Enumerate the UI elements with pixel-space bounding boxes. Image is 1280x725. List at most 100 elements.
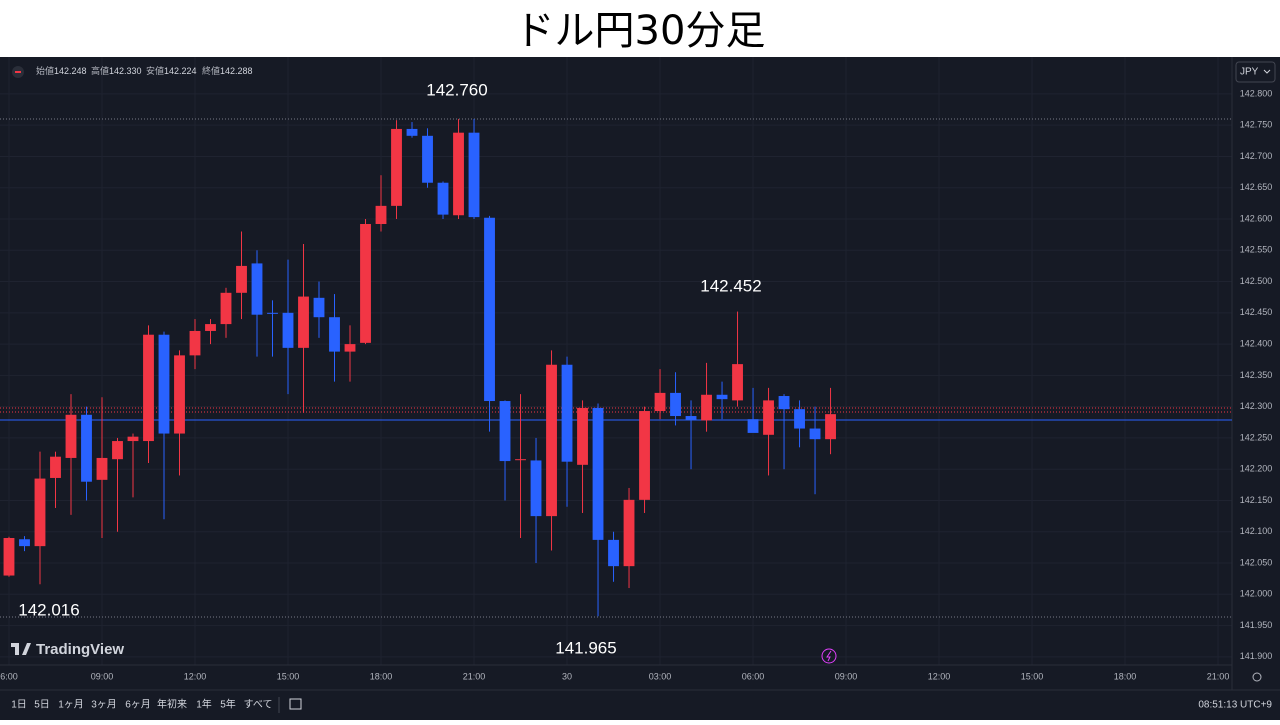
candle-body <box>763 400 774 435</box>
x-tick-label: 09:00 <box>835 671 858 681</box>
range-button[interactable]: 1ヶ月 <box>58 699 84 711</box>
candle-body <box>577 407 588 465</box>
range-button[interactable]: 1年 <box>196 698 212 711</box>
title-area <box>0 0 1280 57</box>
logo: TradingView <box>11 641 124 658</box>
y-tick-label: 142.750 <box>1240 120 1273 130</box>
candle-body <box>406 128 418 136</box>
candle-body <box>825 414 836 440</box>
candle-body <box>794 409 805 429</box>
y-tick-label: 142.400 <box>1240 338 1273 348</box>
page-title: ドル円30分足 <box>515 8 766 54</box>
range-button[interactable]: 5日 <box>34 700 50 711</box>
y-tick-label: 141.900 <box>1240 651 1273 661</box>
candle-body <box>809 428 821 440</box>
candle-body <box>282 312 294 348</box>
legend-label: 終値 <box>202 65 220 76</box>
candle-body <box>189 330 201 356</box>
x-tick-label: 09:00 <box>91 671 114 681</box>
candle-body <box>3 538 15 576</box>
y-tick-label: 142.150 <box>1240 495 1273 505</box>
y-tick-label: 142.450 <box>1240 307 1273 317</box>
x-tick-label: 21:00 <box>463 671 486 681</box>
dropdown-arrow <box>1263 69 1271 74</box>
candle-body <box>220 292 232 325</box>
alert-icon[interactable] <box>821 648 837 664</box>
candle-body <box>561 364 573 462</box>
y-tick-label: 142.200 <box>1240 464 1273 474</box>
candle-body <box>670 392 681 417</box>
x-tick-label: 15:00 <box>1021 671 1044 681</box>
candle-body <box>701 394 712 421</box>
candle-body <box>344 344 356 352</box>
range-button[interactable]: 年初来 <box>157 698 187 711</box>
annotation: 142.016 <box>18 600 79 619</box>
range-button[interactable]: 1日 <box>11 700 27 711</box>
currency-label: JPY <box>1240 67 1259 78</box>
legend-value: 142.330 <box>109 66 142 76</box>
candle-body <box>65 414 77 458</box>
legend-value: 142.288 <box>220 66 253 76</box>
x-tick-label: 03:00 <box>649 671 672 681</box>
candle-body <box>608 539 619 567</box>
legend-label: 始値 <box>36 65 54 76</box>
ohlc-legend: 始値142.248 高値142.330 安値142.224 終値142.288 <box>36 65 253 76</box>
candle-body <box>267 312 278 314</box>
symbol-icon-mark <box>15 71 21 73</box>
candle-body <box>639 411 650 500</box>
legend-value: 142.224 <box>164 66 197 76</box>
x-tick-label: 06:00 <box>742 671 765 681</box>
candle-body <box>592 407 604 540</box>
y-tick-label: 142.100 <box>1240 526 1273 536</box>
legend-label: 安値 <box>146 65 164 76</box>
settings-icon[interactable] <box>1252 672 1262 682</box>
y-tick-label: 142.600 <box>1240 213 1273 223</box>
range-button[interactable]: 5年 <box>220 698 236 711</box>
range-button[interactable]: すべて <box>244 699 273 711</box>
candle-body <box>732 364 743 401</box>
candle-body <box>468 132 480 218</box>
candle-body <box>50 456 61 478</box>
toolbar <box>0 690 1280 720</box>
candles <box>3 118 836 617</box>
candle-body <box>747 419 759 433</box>
y-tick-label: 142.500 <box>1240 276 1273 286</box>
y-tick-label: 142.700 <box>1240 151 1273 161</box>
candle-body <box>453 132 464 216</box>
y-tick-label: 142.000 <box>1240 589 1273 599</box>
clock: 08:51:13 UTC+9 <box>1198 700 1272 711</box>
y-tick-label: 142.350 <box>1240 370 1273 380</box>
logo-mark <box>22 643 31 655</box>
candle-body <box>530 460 542 517</box>
legend-item: 安値142.224 <box>146 65 197 76</box>
range-button[interactable]: 6ヶ月 <box>125 699 151 711</box>
candle-body <box>313 297 325 318</box>
candle-body <box>515 459 526 461</box>
alert-icon-bolt <box>826 650 832 662</box>
candle-body <box>484 217 495 402</box>
legend-label: 高値 <box>91 65 109 76</box>
x-tick-label: 21:00 <box>1207 671 1230 681</box>
logo-text: TradingView <box>36 641 124 658</box>
candle-body <box>298 296 309 348</box>
y-tick-label: 142.800 <box>1240 88 1273 98</box>
candle-body <box>391 128 402 206</box>
x-tick-label: 12:00 <box>928 671 951 681</box>
candle-body <box>437 182 449 215</box>
candle-body <box>81 414 92 482</box>
candle-body <box>96 457 108 480</box>
y-tick-label: 142.650 <box>1240 182 1273 192</box>
range-button[interactable]: 3ヶ月 <box>91 699 117 711</box>
date-range-icon[interactable] <box>289 698 302 710</box>
candle-body <box>251 263 263 315</box>
legend-item: 始値142.248 <box>36 65 87 76</box>
candle-body <box>112 441 123 460</box>
logo-mark <box>15 643 19 655</box>
candle-body <box>778 396 790 410</box>
annotation: 142.452 <box>700 276 761 295</box>
currency-selector[interactable] <box>1235 61 1276 83</box>
candle-body <box>236 265 247 293</box>
y-tick-label: 142.300 <box>1240 401 1273 411</box>
